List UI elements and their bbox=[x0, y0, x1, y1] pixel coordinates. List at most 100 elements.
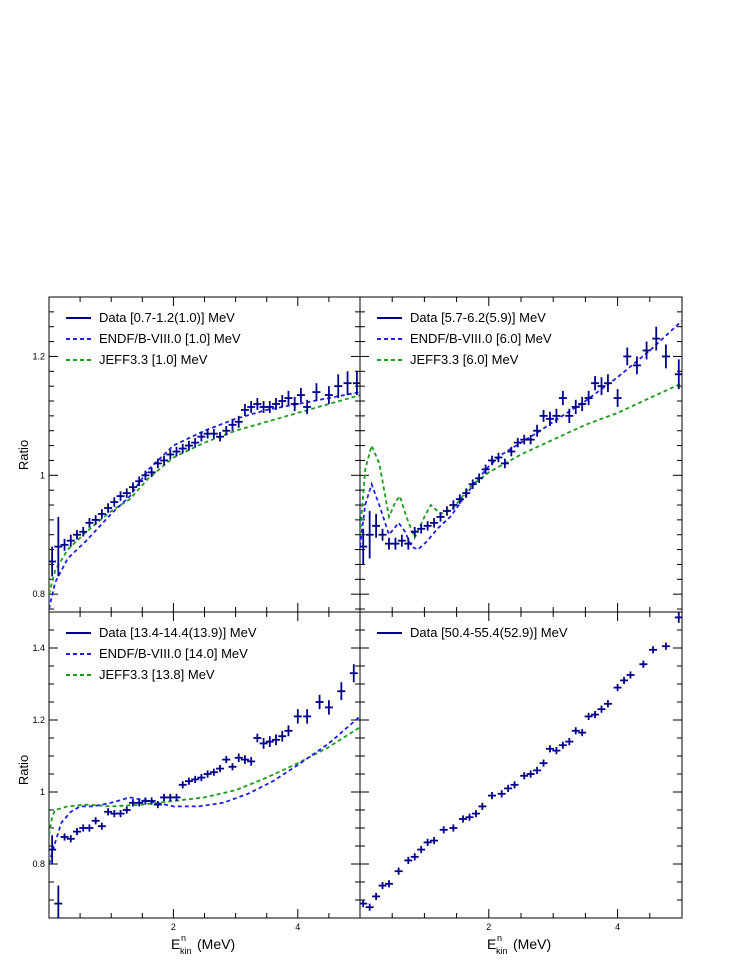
data-point bbox=[475, 473, 484, 484]
data-point bbox=[97, 509, 106, 519]
data-point bbox=[104, 808, 113, 816]
data-point bbox=[558, 741, 567, 749]
data-point bbox=[60, 833, 69, 841]
data-point bbox=[591, 376, 600, 391]
data-point bbox=[66, 835, 75, 843]
data-point bbox=[430, 837, 439, 845]
data-point bbox=[222, 756, 231, 764]
svg-text:n: n bbox=[497, 933, 502, 943]
data-point bbox=[110, 497, 119, 507]
legend-label: ENDF/B-VIII.0 [14.0] MeV bbox=[99, 646, 248, 661]
data-point bbox=[272, 398, 281, 410]
data-point bbox=[578, 396, 587, 412]
data-point bbox=[209, 768, 218, 776]
data-point bbox=[216, 765, 225, 773]
data-point bbox=[240, 755, 249, 764]
data-point bbox=[122, 488, 131, 498]
data-point bbox=[620, 676, 629, 684]
data-point bbox=[661, 642, 670, 650]
data-point bbox=[253, 733, 262, 743]
data-point bbox=[79, 527, 88, 537]
legend-label: JEFF3.3 [13.8] MeV bbox=[99, 667, 215, 682]
data-point bbox=[459, 815, 468, 823]
legend-label: Data [0.7-1.2(1.0)] MeV bbox=[99, 310, 235, 325]
data-point bbox=[284, 725, 293, 737]
data-point bbox=[116, 491, 125, 501]
data-point bbox=[337, 682, 346, 701]
data-point bbox=[584, 390, 593, 406]
data-point bbox=[442, 506, 451, 516]
plot-area bbox=[49, 371, 360, 610]
data-point bbox=[410, 853, 419, 861]
data-point bbox=[184, 777, 193, 785]
data-point bbox=[417, 846, 426, 854]
plot-frame bbox=[359, 611, 683, 919]
data-point bbox=[49, 546, 57, 577]
data-point bbox=[153, 801, 162, 809]
data-point bbox=[360, 900, 368, 908]
data-point bbox=[365, 903, 374, 911]
legend-label: ENDF/B-VIII.0 [6.0] MeV bbox=[410, 331, 552, 346]
text-layer: Ratio Ratio E kin n (MeV) E kin n (MeV) bbox=[16, 440, 551, 956]
data-point bbox=[468, 479, 477, 489]
data-point bbox=[471, 810, 480, 818]
data-point bbox=[404, 856, 413, 864]
data-point bbox=[504, 784, 513, 792]
data-point bbox=[394, 867, 403, 875]
data-point bbox=[632, 356, 641, 375]
axes-layer: 0.8 1 1.2 Data [0.7-1.2(1.0)] MeV ENDF/B-VII… bbox=[32, 296, 683, 932]
data-point bbox=[539, 409, 548, 422]
x-tick-label: 4 bbox=[615, 922, 620, 932]
data-point bbox=[626, 671, 635, 679]
data-point bbox=[349, 664, 358, 683]
data-point bbox=[649, 646, 658, 654]
data-point bbox=[539, 759, 548, 767]
data-point bbox=[384, 880, 393, 888]
data-point bbox=[172, 446, 181, 457]
data-point bbox=[378, 528, 387, 541]
data-point bbox=[597, 377, 606, 396]
data-point bbox=[91, 515, 100, 525]
svg-text:E: E bbox=[171, 936, 180, 952]
data-point bbox=[343, 371, 352, 396]
xlabel-bottom-left: E kin n (MeV) bbox=[171, 933, 235, 956]
data-point bbox=[597, 705, 606, 713]
svg-text:(MeV): (MeV) bbox=[513, 936, 551, 952]
data-point bbox=[191, 437, 200, 448]
data-point bbox=[565, 738, 574, 746]
data-point bbox=[228, 763, 237, 771]
data-point bbox=[391, 537, 400, 550]
legend-entry: JEFF3.3 [13.8] MeV bbox=[66, 667, 215, 682]
data-point bbox=[122, 806, 131, 814]
ylabel-bottom: Ratio bbox=[16, 755, 31, 785]
data-point bbox=[259, 738, 268, 749]
data-point bbox=[455, 494, 464, 504]
data-point bbox=[66, 534, 75, 547]
data-point bbox=[423, 838, 432, 846]
x-tick-label: 2 bbox=[486, 922, 491, 932]
data-point bbox=[552, 408, 561, 423]
data-point bbox=[184, 440, 193, 451]
data-point bbox=[49, 835, 57, 864]
x-tick-label: 4 bbox=[295, 922, 300, 932]
data-point bbox=[410, 527, 419, 537]
data-point bbox=[365, 510, 374, 559]
plot-area bbox=[49, 664, 360, 918]
data-point bbox=[478, 802, 487, 810]
legend-label: ENDF/B-VIII.0 [1.0] MeV bbox=[99, 331, 241, 346]
data-point bbox=[228, 418, 237, 431]
ylabel-top: Ratio bbox=[16, 440, 31, 470]
data-point bbox=[462, 488, 471, 498]
data-point bbox=[197, 774, 206, 782]
data-point bbox=[54, 516, 63, 577]
legend-entry: JEFF3.3 [1.0] MeV bbox=[66, 352, 208, 367]
legend-label: JEFF3.3 [1.0] MeV bbox=[99, 352, 208, 367]
data-point bbox=[209, 428, 218, 439]
data-point bbox=[240, 403, 249, 416]
data-point bbox=[278, 395, 287, 407]
data-point bbox=[360, 528, 368, 565]
data-point bbox=[404, 537, 413, 550]
data-point bbox=[178, 443, 187, 454]
data-point bbox=[234, 753, 243, 763]
data-point bbox=[500, 458, 509, 469]
